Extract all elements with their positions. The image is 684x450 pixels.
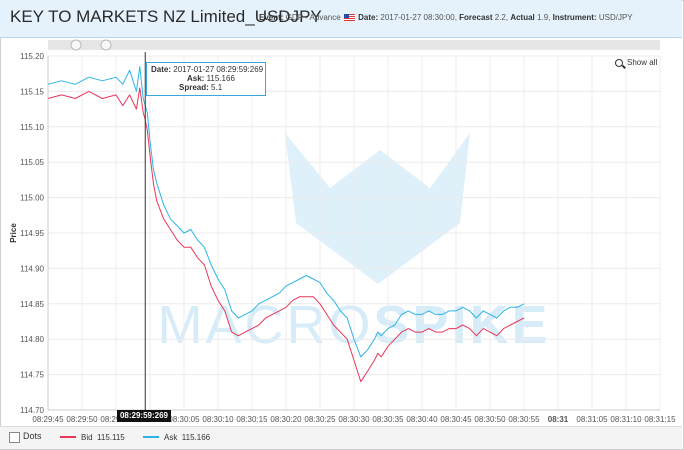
x-tick-label: 08:30:40 [406,415,438,424]
y-tick-label: 115.00 [20,194,44,203]
series-line-bid [47,87,525,383]
instrument-value: USD/JPY [598,13,633,22]
navigator-strip [48,40,660,50]
y-tick-label: 114.90 [20,264,44,273]
dots-checkbox[interactable] [9,432,20,443]
watermark-text: MACROSPIKE [157,295,550,355]
y-tick-label: 115.05 [20,158,44,167]
instrument-label: Instrument: [552,13,597,22]
show-all-button[interactable]: Show all [615,58,657,67]
x-tick-label: 08:30:55 [508,415,540,424]
chart-legend: Bid 115.115 Ask 115.166 [60,433,226,442]
x-tick-label: 08:31:10 [610,415,642,424]
tooltip-date-label: Date: [151,65,172,74]
event-info: Event: GDP - Advance Date: 2017-01-27 08… [259,13,633,22]
y-tick-label: 115.10 [20,123,44,132]
actual-value: 1.9, [537,13,551,22]
actual-label: Actual [510,13,535,22]
legend-name-bid: Bid [81,433,93,442]
legend-name-ask: Ask [163,433,178,442]
crosshair-time-label: 08:29:59:269 [117,410,171,422]
watermark-logo-shape [285,133,470,284]
x-tick-label: 08:30:25 [304,415,336,424]
zoom-out-icon [615,59,623,67]
navigator-handle-right [100,39,112,51]
tooltip-ask-value: 115.166 [206,74,235,83]
y-tick-label: 115.15 [20,87,44,96]
navigator-handle-left [70,39,82,51]
x-tick-label: 08:29:55 [100,415,132,424]
legend-value-ask: 115.166 [181,433,211,442]
x-tick-label: 08:30:35 [372,415,404,424]
y-tick-label: 114.95 [20,229,44,238]
legend-value-bid: 115.115 [97,433,125,442]
x-tick-label: 08:31:15 [644,415,676,424]
series-line-ask [47,66,525,358]
date-value: 2017-01-27 08:30:00, [380,13,457,22]
x-tick-label: 08:30:45 [440,415,472,424]
us-flag-icon [343,14,355,21]
x-tick-label: 08:30:10 [202,415,234,424]
x-tick-label: 08:30:20 [270,415,302,424]
crosshair-tooltip: Date: 2017-01-27 08:29:59:269 Ask: 115.1… [146,62,266,96]
x-tick-label: 08:29:45 [32,415,64,424]
dots-label: Dots [23,431,42,441]
event-value: GDP - Advance [285,13,341,22]
y-tick-label: 114.70 [20,406,44,415]
tooltip-date-value: 2017-01-27 08:29:59:269 [173,65,264,74]
y-tick-label: 114.75 [20,371,44,380]
y-tick-label: 114.80 [20,335,44,344]
chart-header: KEY TO MARKETS NZ Limited_USDJPY Event: … [0,0,682,38]
legend-item-bid[interactable]: Bid 115.115 [60,433,125,442]
x-tick-label: 08:30:15 [236,415,268,424]
tooltip-spread-label: Spread: [179,83,209,92]
legend-swatch-ask [142,436,159,438]
legend-swatch-bid [60,436,76,438]
chart-footer: Dots [0,426,682,449]
x-tick-label: 08:31 [548,415,569,424]
x-tick-label: 08:29:50 [66,415,98,424]
y-tick-label: 114.85 [20,300,44,309]
chart-title: KEY TO MARKETS NZ Limited_USDJPY [10,7,322,26]
forecast-value: 2.2, [494,13,509,22]
show-all-label: Show all [627,58,658,67]
x-tick-label: 08:30:50 [474,415,506,424]
y-tick-label: 115.20 [20,52,44,61]
forecast-label: Forecast [459,13,493,22]
date-label: Date: [358,13,379,22]
x-tick-label: 08:30:05 [168,415,200,424]
legend-item-ask[interactable]: Ask 115.166 [142,433,211,442]
y-axis-label: Price [9,223,18,243]
x-tick-label: 08:31:05 [576,415,608,424]
x-tick-label: 08:30:30 [338,415,370,424]
tooltip-ask-label: Ask: [187,74,205,83]
event-label: Event: [259,13,284,22]
price-chart[interactable]: MACROSPIKE 115.20 115.15 115.10 115.05 115.00… [0,38,684,426]
tooltip-spread-value: 5.1 [211,83,223,92]
